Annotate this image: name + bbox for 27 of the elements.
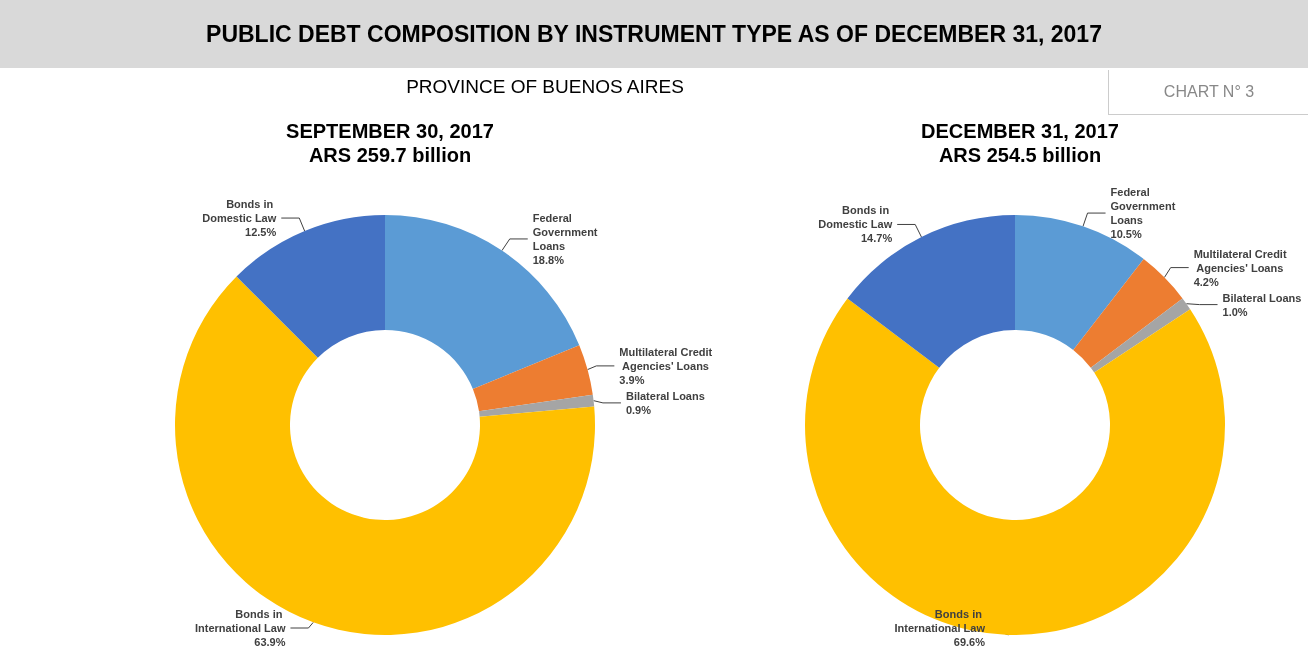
slice-label: Bonds in International Law xyxy=(194,608,286,634)
text: PUBLIC DEBT COMPOSITION BY INSTRUMENT TYPE AS OF DECEMBER 31, 2017 xyxy=(0,0,1308,68)
slice-label: Federal Government Loans xyxy=(532,211,601,252)
data-label: 3.9% xyxy=(619,373,645,386)
chart-title: SEPTEMBER 30, 2017 xyxy=(286,120,494,142)
slice-label: Bonds in Domestic Law xyxy=(202,198,277,225)
slice-label: Bonds in Domestic Law xyxy=(818,204,893,231)
chart-subtitle: ARS 259.7 billion xyxy=(308,144,472,166)
data-label: 69.6% xyxy=(953,636,986,648)
text: CHART N° 3 xyxy=(1108,70,1308,115)
text: PROVINCE OF BUENOS AIRES xyxy=(405,76,685,98)
data-label: 10.5% xyxy=(1110,228,1142,241)
slice-label: Bonds in International Law xyxy=(894,608,986,634)
data-label: 0.9% xyxy=(625,403,652,416)
chart-subtitle: ARS 254.5 billion xyxy=(938,144,1102,166)
data-label: 18.8% xyxy=(532,253,565,266)
data-label: 63.9% xyxy=(254,636,286,648)
chart-title: DECEMBER 31, 2017 xyxy=(921,120,1119,142)
slice-label: Federal Government Loans xyxy=(1110,186,1179,227)
slice-label: Multilateral Credit Agencies' Loans xyxy=(1193,247,1287,274)
data-label: 4.2% xyxy=(1193,275,1219,288)
slice-label: Bilateral Loans xyxy=(625,389,705,402)
data-label: 1.0% xyxy=(1222,305,1248,318)
slice-label: Bilateral Loans xyxy=(1222,291,1302,304)
data-label: 14.7% xyxy=(860,232,893,245)
slice-label: Multilateral Credit Agencies' Loans xyxy=(619,345,713,372)
data-label: 12.5% xyxy=(245,226,277,239)
